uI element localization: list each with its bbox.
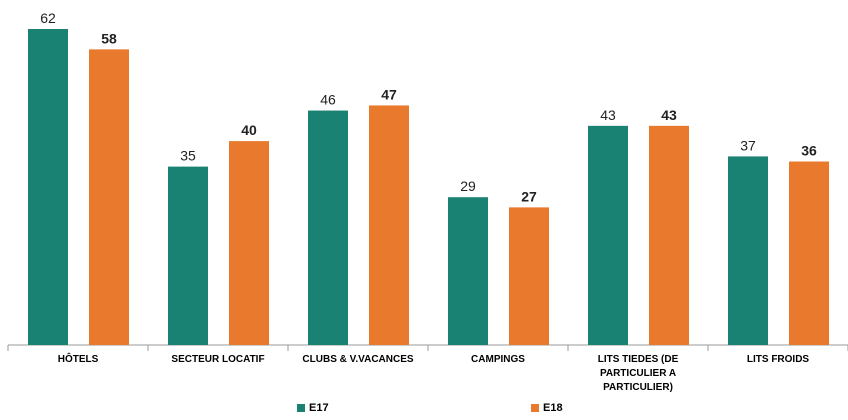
value-label: 62: [40, 10, 56, 26]
x-tick-label: SECTEUR LOCATIF: [171, 354, 265, 365]
x-tick-label: HÔTELS: [57, 354, 99, 365]
bar: [588, 125, 628, 345]
x-tick-label: LITS TIEDES (DE PARTICULIER A PARTICULIE…: [597, 354, 679, 393]
x-tick-label: LITS FROIDS: [746, 354, 810, 365]
value-label: 36: [801, 143, 817, 159]
legend-label: E17: [309, 402, 329, 414]
bar: [369, 105, 409, 345]
value-label: 58: [101, 30, 117, 46]
value-label: 46: [320, 92, 336, 108]
legend-swatch: [531, 404, 539, 412]
legend-label: E18: [543, 402, 563, 414]
value-label: 27: [521, 188, 537, 204]
value-label: 29: [460, 178, 476, 194]
x-tick-label: CAMPINGS: [471, 354, 525, 365]
bar: [649, 125, 689, 345]
value-label: 47: [381, 86, 397, 102]
bar: [28, 29, 68, 345]
legend-item: E17: [297, 402, 329, 414]
bar: [448, 197, 488, 345]
value-label: 37: [740, 137, 756, 153]
bar: [789, 161, 829, 345]
x-tick-label: CLUBS & V.VACANCES: [302, 354, 414, 365]
bar: [229, 141, 269, 345]
bar: [509, 207, 549, 345]
bar: [89, 49, 129, 346]
bar: [308, 110, 348, 345]
bar: [168, 166, 208, 345]
value-label: 40: [241, 122, 257, 138]
value-label: 35: [180, 148, 196, 164]
legend-swatch: [297, 404, 305, 412]
value-label: 43: [600, 107, 616, 123]
value-label: 43: [661, 107, 677, 123]
bar: [728, 156, 768, 345]
legend-item: E18: [531, 402, 563, 414]
